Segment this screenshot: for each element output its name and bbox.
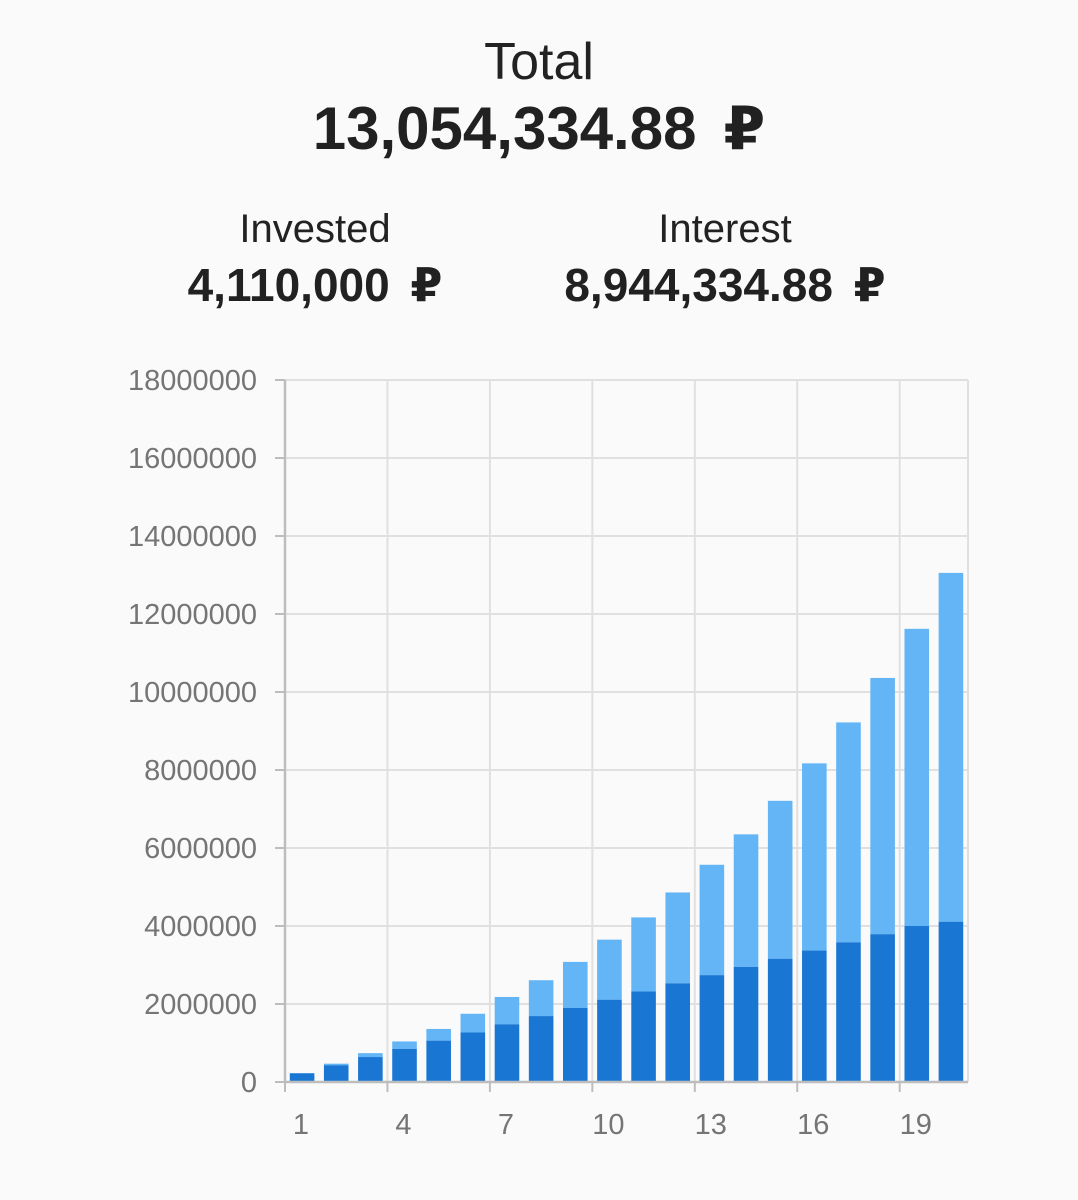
bar-invested <box>665 983 691 1082</box>
x-tick-label: 16 <box>797 1109 829 1141</box>
interest-amount: 8,944,334.88 <box>564 259 833 311</box>
ruble-sign: ₽ <box>410 259 443 311</box>
y-tick-label: 12000000 <box>128 599 257 631</box>
total-value: 13,054,334.88 ₽ <box>0 94 1078 164</box>
ruble-sign: ₽ <box>853 259 886 311</box>
x-tick-label: 1 <box>293 1109 309 1141</box>
bar-invested <box>392 1048 417 1082</box>
bar-invested <box>938 921 964 1082</box>
interest-value: 8,944,334.88 ₽ <box>500 257 950 313</box>
x-tick-label: 19 <box>900 1109 932 1141</box>
invested-value: 4,110,000 ₽ <box>140 257 490 313</box>
x-tick-label: 13 <box>695 1109 727 1141</box>
bar-interest <box>665 892 691 984</box>
bar-interest <box>767 800 793 959</box>
bar-interest <box>460 1013 486 1033</box>
y-tick-label: 2000000 <box>144 989 257 1021</box>
bar-interest <box>392 1041 417 1049</box>
bar-invested <box>767 958 793 1082</box>
y-tick-label: 0 <box>241 1067 257 1099</box>
bar-invested <box>323 1065 349 1082</box>
y-tick-label: 6000000 <box>144 833 257 865</box>
bar-invested <box>597 999 622 1082</box>
bar-invested <box>426 1040 451 1082</box>
bar-invested <box>699 975 725 1082</box>
bar-invested <box>562 1007 588 1082</box>
bar-interest <box>358 1053 383 1058</box>
bar-invested <box>289 1073 315 1082</box>
bar-interest <box>802 763 827 951</box>
bar-invested <box>836 942 861 1082</box>
bar-invested <box>733 966 759 1082</box>
bar-interest <box>494 996 520 1025</box>
total-amount: 13,054,334.88 <box>312 95 697 162</box>
invested-label: Invested <box>239 207 391 251</box>
total-label: Total <box>484 33 594 91</box>
bar-invested <box>358 1057 383 1082</box>
x-tick-label: 7 <box>498 1109 514 1141</box>
bar-invested <box>802 950 827 1082</box>
y-tick-label: 18000000 <box>128 365 257 397</box>
bar-interest <box>870 677 895 935</box>
ruble-sign: ₽ <box>723 95 766 162</box>
bar-invested <box>904 926 930 1082</box>
y-tick-label: 8000000 <box>144 755 257 787</box>
y-tick-label: 16000000 <box>128 443 257 475</box>
interest-stat: Interest 8,944,334.88 ₽ <box>500 205 950 313</box>
bar-interest <box>699 864 725 976</box>
bar-interest <box>562 961 588 1008</box>
x-tick-label: 10 <box>592 1109 624 1141</box>
bar-invested <box>460 1032 486 1082</box>
bar-interest <box>597 939 622 1000</box>
bar-interest <box>938 572 964 922</box>
bar-invested <box>631 991 656 1082</box>
bar-interest <box>836 722 861 943</box>
bar-invested <box>528 1016 554 1082</box>
bar-invested <box>870 934 895 1082</box>
bar-interest <box>528 980 554 1017</box>
bar-interest <box>733 834 759 967</box>
bar-interest <box>426 1028 451 1041</box>
bar-interest <box>904 628 930 926</box>
x-tick-label: 4 <box>395 1109 411 1141</box>
bar-invested <box>494 1024 520 1082</box>
interest-label: Interest <box>658 207 792 251</box>
invested-stat: Invested 4,110,000 ₽ <box>140 205 490 313</box>
bar-interest <box>323 1063 349 1066</box>
invested-amount: 4,110,000 <box>187 259 390 311</box>
bar-interest <box>631 917 656 992</box>
y-tick-label: 14000000 <box>128 521 257 553</box>
y-tick-label: 4000000 <box>144 911 257 943</box>
y-tick-label: 10000000 <box>128 677 257 709</box>
